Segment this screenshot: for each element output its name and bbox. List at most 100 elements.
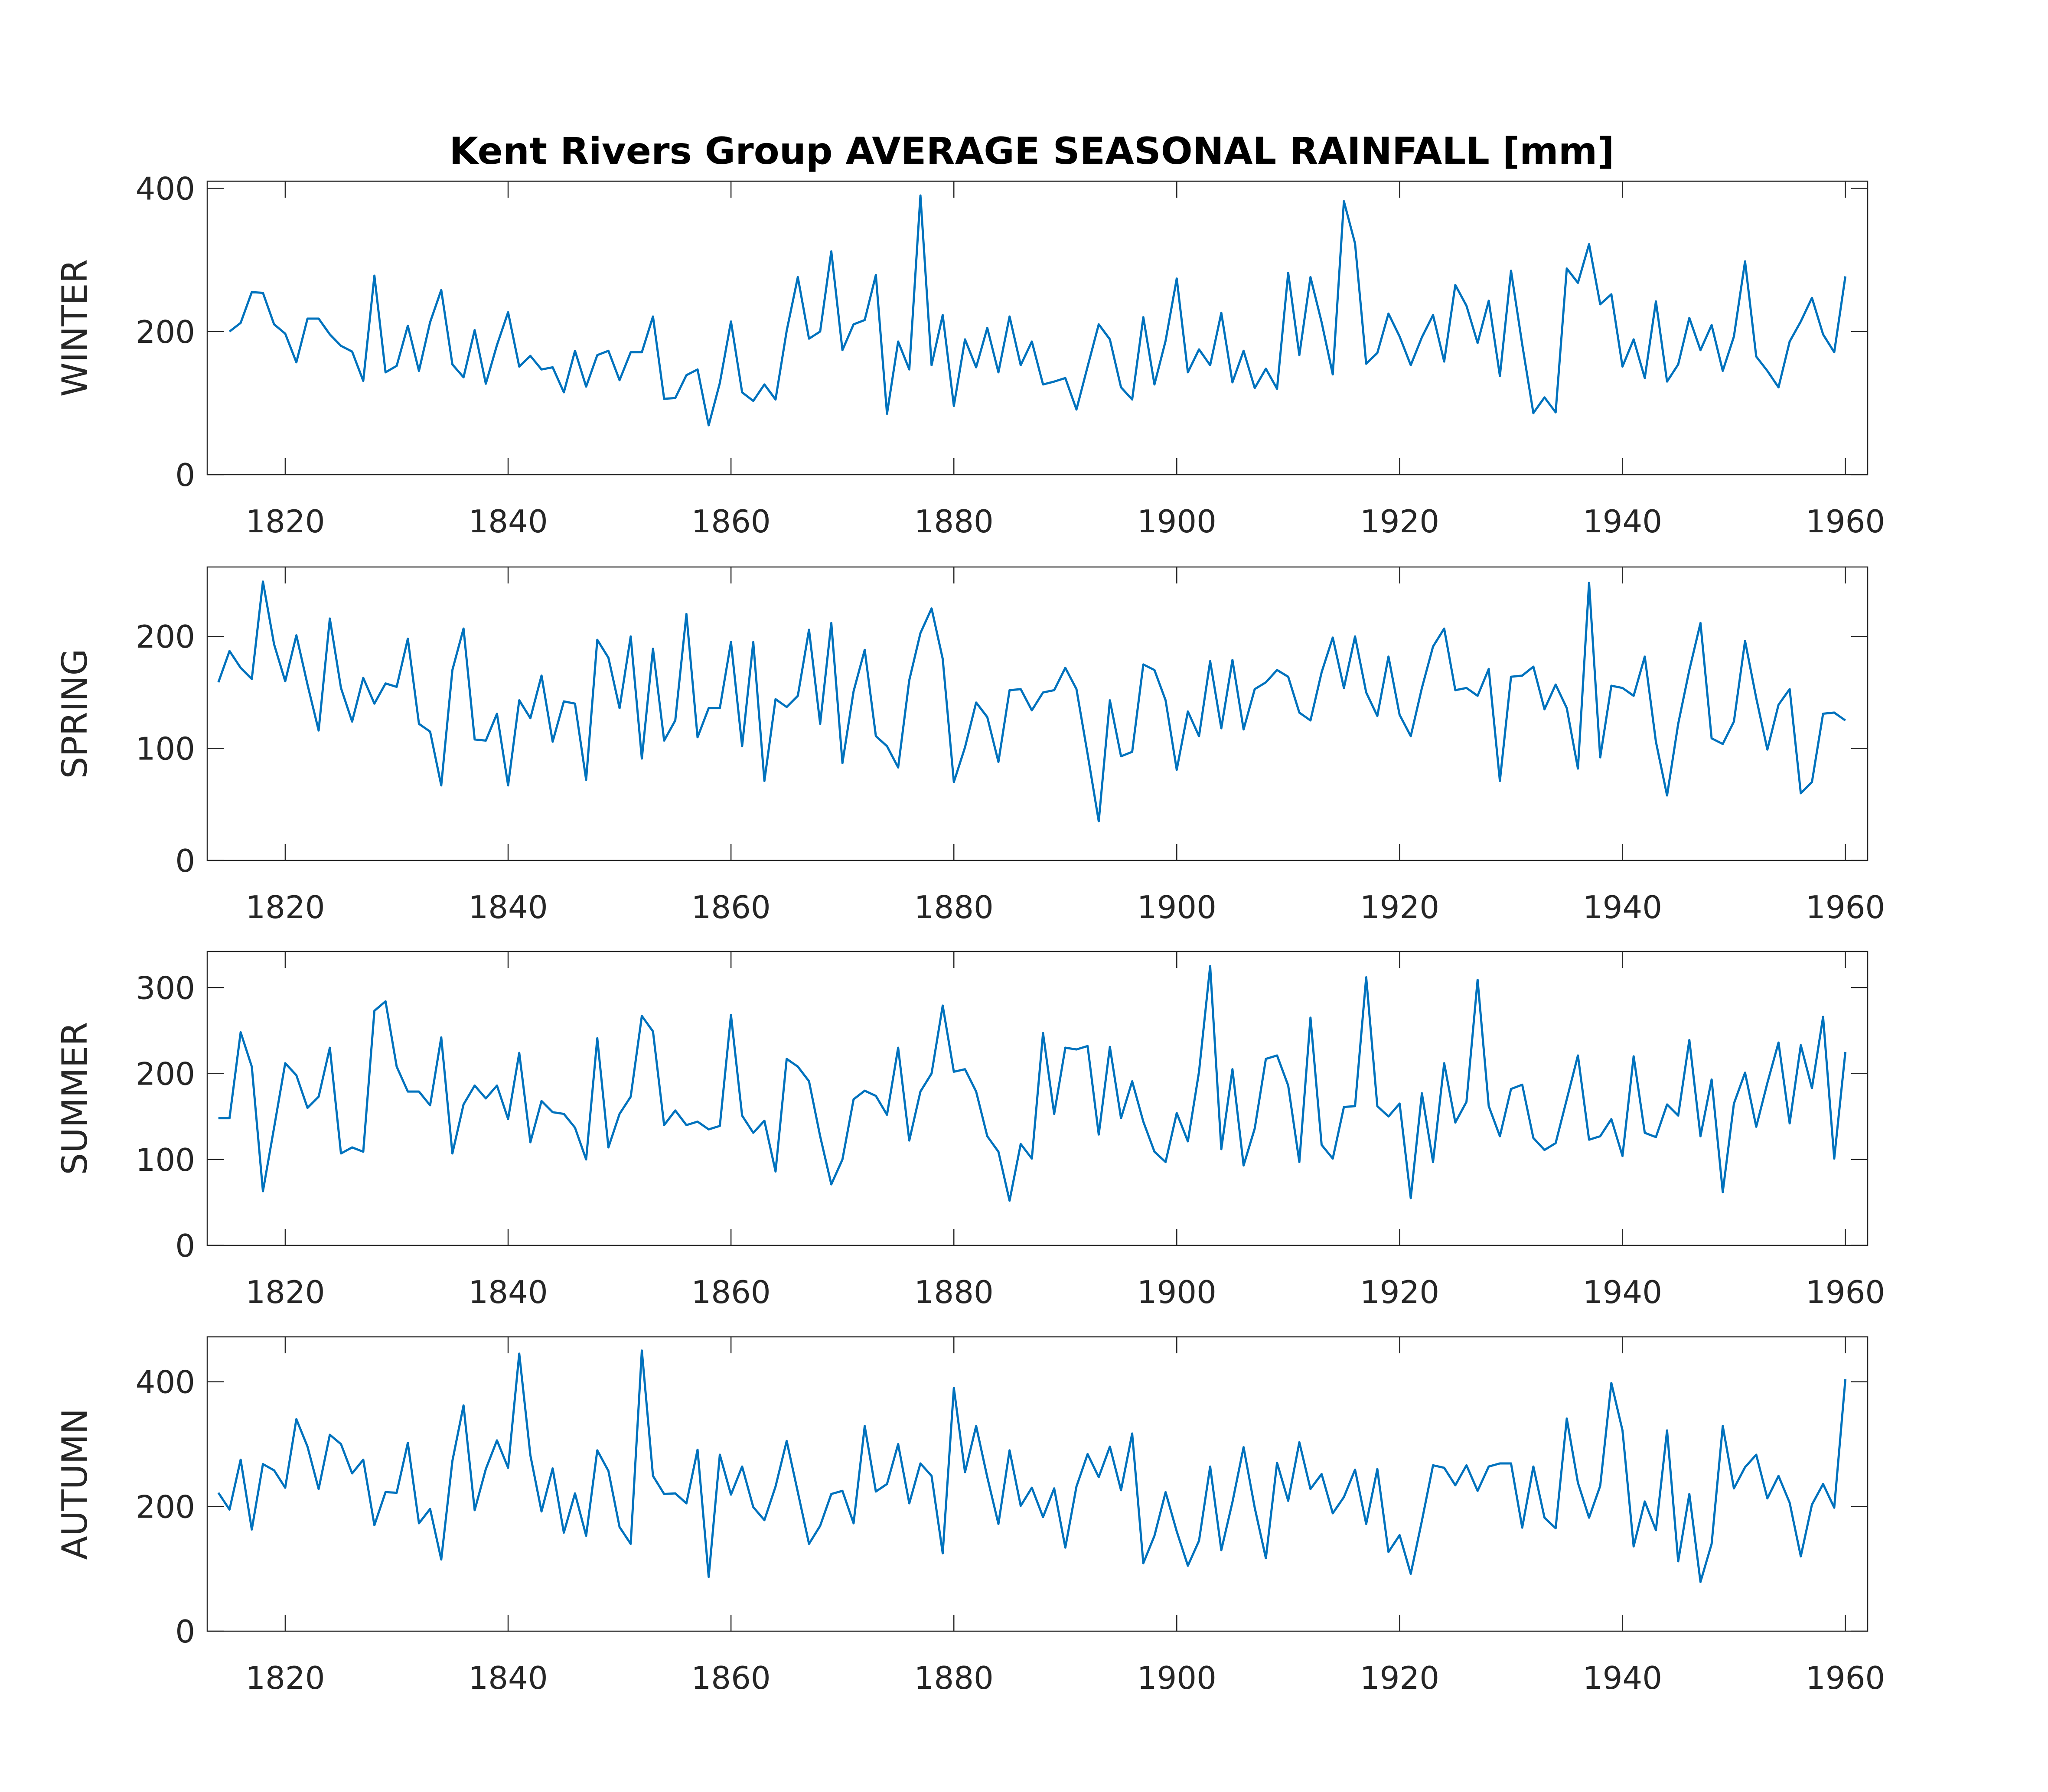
x-tick-label-winter: 1960	[1806, 503, 1885, 540]
data-point-spring	[808, 629, 810, 631]
data-point-summer	[518, 1052, 521, 1054]
data-point-spring	[1644, 655, 1646, 658]
data-point-spring	[763, 780, 766, 782]
data-point-autumn	[1287, 1499, 1289, 1502]
data-point-winter	[1499, 375, 1501, 377]
data-point-spring	[473, 738, 476, 741]
y-axis-label-autumn: AUTUMN	[55, 1408, 95, 1560]
data-point-summer	[964, 1068, 966, 1071]
data-point-autumn	[1510, 1462, 1512, 1465]
data-point-summer	[574, 1126, 576, 1129]
data-point-autumn	[897, 1443, 900, 1445]
data-point-summer	[774, 1170, 777, 1173]
data-point-summer	[952, 1071, 955, 1073]
data-point-winter	[518, 365, 521, 368]
data-point-spring	[852, 690, 855, 693]
data-point-winter	[1365, 362, 1367, 365]
data-point-spring	[864, 648, 866, 651]
data-point-summer	[1142, 1121, 1145, 1123]
data-point-winter	[1276, 388, 1278, 390]
data-point-summer	[317, 1095, 320, 1098]
data-point-winter	[1688, 316, 1691, 319]
data-point-spring	[874, 735, 877, 737]
data-point-summer	[1086, 1045, 1089, 1047]
y-axis-label-summer: SUMMER	[55, 1022, 95, 1175]
data-point-summer	[1242, 1164, 1245, 1167]
x-tick-label-spring: 1880	[914, 889, 994, 925]
data-point-spring	[295, 634, 298, 637]
y-tick-label-summer: 0	[175, 1228, 195, 1264]
y-tick-label-winter: 400	[136, 171, 195, 207]
x-tick-label-winter: 1940	[1583, 503, 1662, 540]
data-point-summer	[1554, 1142, 1557, 1144]
data-point-spring	[1777, 704, 1780, 706]
data-point-spring	[1220, 727, 1223, 730]
data-point-autumn	[1153, 1535, 1156, 1537]
data-point-winter	[1844, 275, 1847, 278]
data-point-autumn	[708, 1576, 710, 1578]
data-point-summer	[919, 1090, 922, 1093]
data-point-autumn	[1142, 1562, 1145, 1564]
data-point-winter	[1153, 383, 1156, 386]
data-point-spring	[1822, 713, 1824, 715]
data-point-spring	[986, 716, 988, 718]
data-point-autumn	[685, 1502, 688, 1505]
data-point-autumn	[830, 1493, 833, 1496]
data-point-autumn	[1565, 1417, 1568, 1420]
data-point-autumn	[1554, 1527, 1557, 1530]
data-point-spring	[1175, 769, 1178, 771]
data-point-spring	[262, 580, 264, 583]
data-point-summer	[1577, 1054, 1579, 1057]
x-tick-label-spring: 1940	[1583, 889, 1662, 925]
data-point-autumn	[1454, 1484, 1457, 1486]
data-point-winter	[1822, 333, 1824, 336]
data-point-summer	[1733, 1102, 1735, 1105]
data-point-summer	[1321, 1144, 1323, 1146]
x-tick-label-autumn: 1920	[1360, 1660, 1439, 1696]
data-point-summer	[841, 1158, 844, 1161]
data-point-autumn	[1354, 1468, 1357, 1471]
data-point-autumn	[1064, 1546, 1066, 1549]
data-point-spring	[1131, 750, 1134, 753]
data-point-summer	[1722, 1191, 1724, 1193]
data-point-spring	[1710, 737, 1713, 740]
data-point-summer	[340, 1152, 342, 1155]
data-point-autumn	[351, 1472, 353, 1475]
data-point-summer	[1097, 1133, 1100, 1136]
data-point-winter	[1298, 354, 1301, 356]
x-tick-label-autumn: 1860	[691, 1660, 771, 1696]
data-point-summer	[1465, 1101, 1468, 1103]
data-point-summer	[273, 1126, 275, 1129]
data-point-autumn	[1109, 1445, 1111, 1448]
data-point-autumn	[763, 1519, 766, 1522]
data-point-autumn	[295, 1418, 298, 1421]
data-point-autumn	[919, 1462, 922, 1465]
data-point-winter	[1265, 368, 1267, 370]
data-point-summer	[696, 1121, 699, 1123]
data-point-autumn	[407, 1442, 409, 1444]
data-point-autumn	[1343, 1496, 1345, 1499]
data-point-autumn	[540, 1510, 543, 1513]
data-point-autumn	[1777, 1475, 1780, 1477]
data-point-spring	[1655, 740, 1657, 743]
data-point-winter	[696, 368, 699, 371]
data-point-winter	[607, 349, 610, 352]
data-point-winter	[1465, 304, 1468, 307]
data-point-spring	[217, 681, 220, 684]
data-point-winter	[786, 329, 788, 332]
data-point-spring	[228, 650, 231, 652]
data-point-spring	[585, 779, 587, 781]
data-point-spring	[1209, 660, 1211, 662]
y-tick-label-autumn: 400	[136, 1364, 195, 1401]
x-tick-label-autumn: 1940	[1583, 1660, 1662, 1696]
data-point-winter	[1187, 371, 1189, 374]
x-tick-label-summer: 1880	[914, 1274, 994, 1310]
data-point-spring	[1487, 668, 1490, 670]
data-point-spring	[1811, 781, 1813, 783]
data-point-winter	[930, 364, 933, 366]
data-point-spring	[1632, 694, 1635, 697]
data-point-spring	[1164, 699, 1167, 702]
data-point-summer	[1398, 1102, 1401, 1105]
data-point-autumn	[395, 1492, 398, 1494]
data-point-spring	[841, 762, 844, 764]
